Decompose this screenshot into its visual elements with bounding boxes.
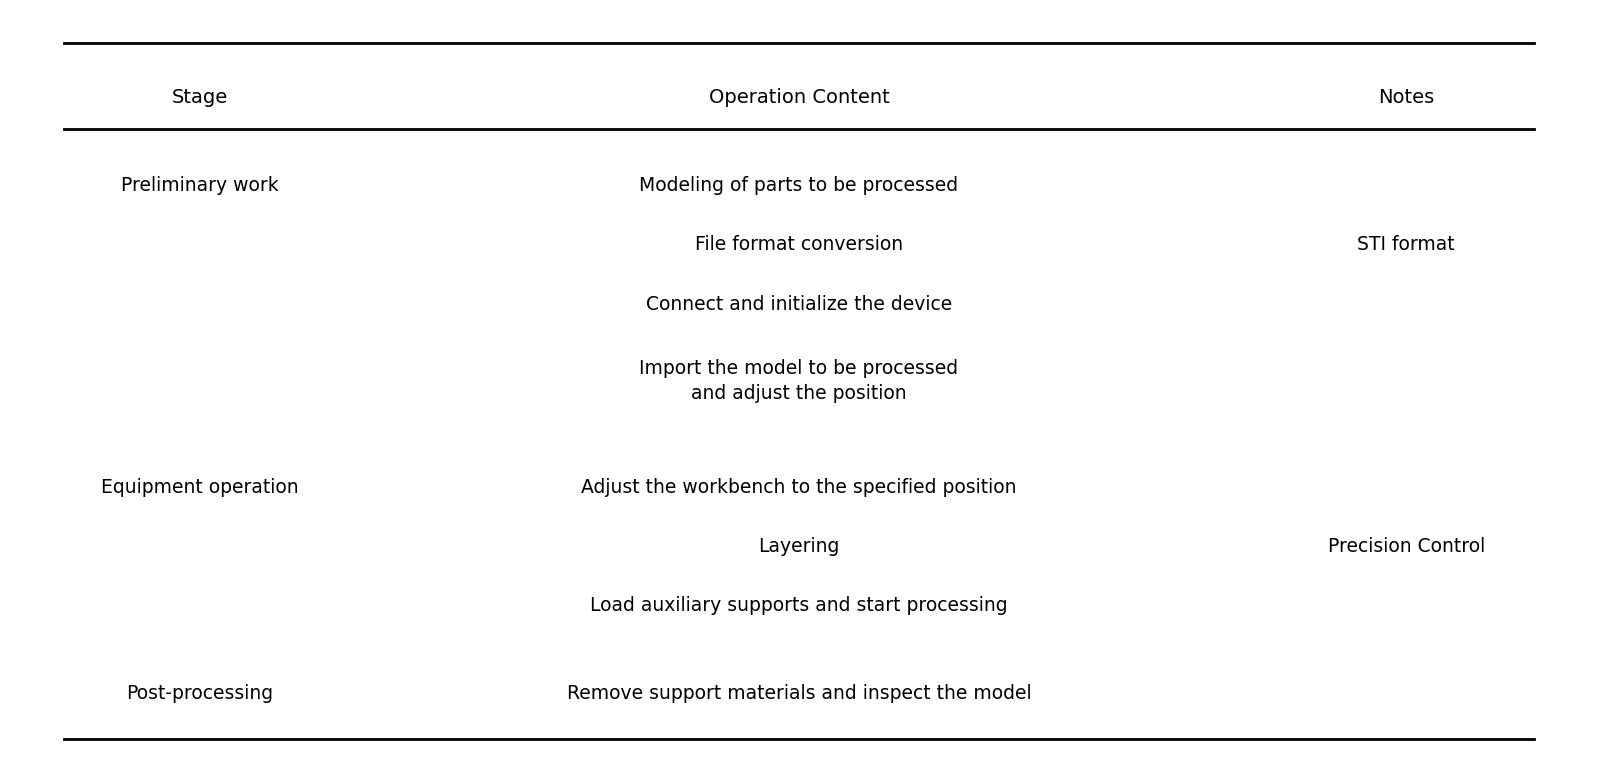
Text: Operation Content: Operation Content [708, 88, 890, 107]
Text: STI format: STI format [1357, 235, 1456, 254]
Text: Load auxiliary supports and start processing: Load auxiliary supports and start proces… [590, 596, 1008, 615]
Text: Post-processing: Post-processing [126, 684, 273, 703]
Text: Adjust the workbench to the specified position: Adjust the workbench to the specified po… [582, 478, 1016, 497]
Text: Layering: Layering [759, 536, 839, 556]
Text: Equipment operation: Equipment operation [101, 478, 299, 497]
Text: Precision Control: Precision Control [1328, 536, 1485, 556]
Text: Modeling of parts to be processed: Modeling of parts to be processed [639, 177, 959, 196]
Text: Connect and initialize the device: Connect and initialize the device [646, 295, 952, 314]
Text: Import the model to be processed
and adjust the position: Import the model to be processed and adj… [639, 359, 959, 403]
Text: File format conversion: File format conversion [695, 235, 903, 254]
Text: Notes: Notes [1377, 88, 1435, 107]
Text: Remove support materials and inspect the model: Remove support materials and inspect the… [567, 684, 1031, 703]
Text: Stage: Stage [171, 88, 229, 107]
Text: Preliminary work: Preliminary work [121, 177, 278, 196]
